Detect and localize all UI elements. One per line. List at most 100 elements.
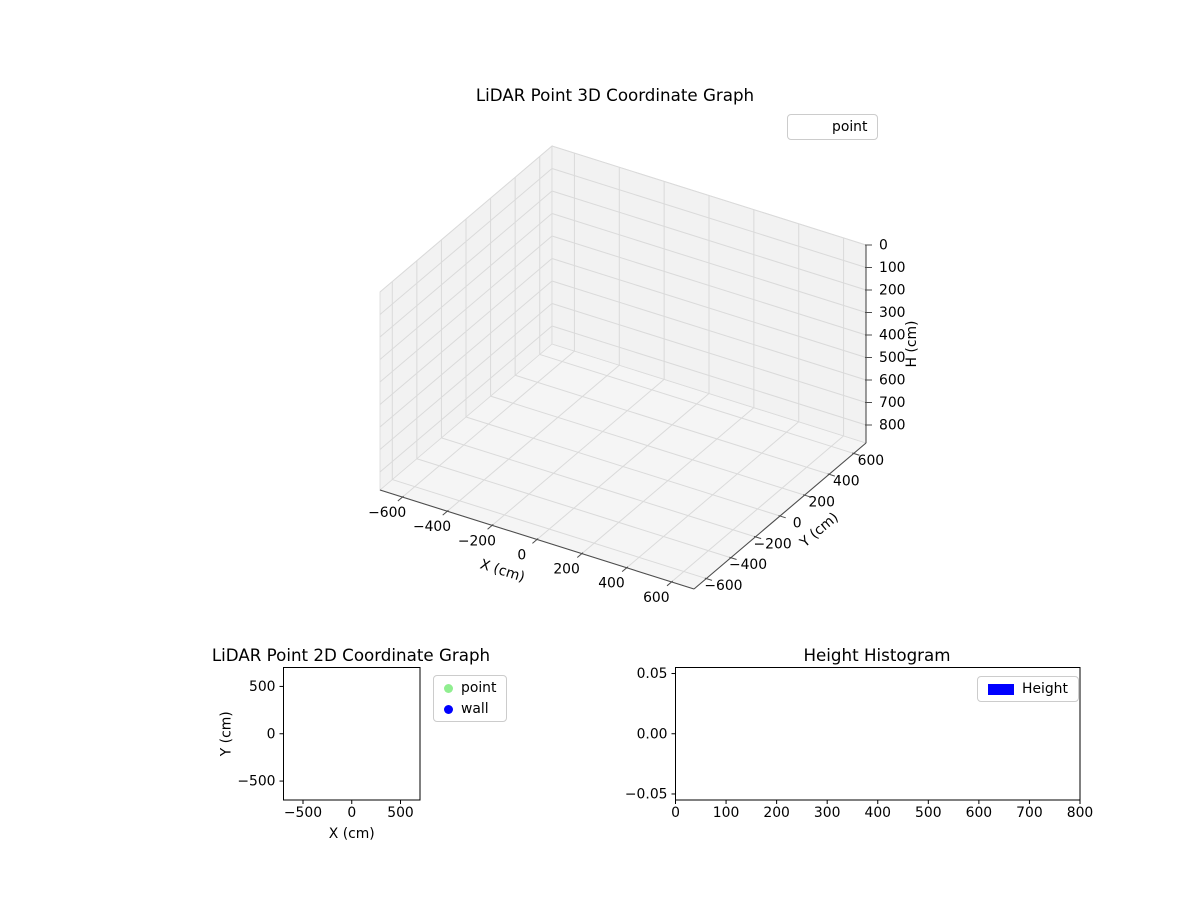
y-tick-label: 400 <box>833 474 860 490</box>
grid-line-z-left <box>379 213 553 360</box>
x-tick-label: −400 <box>413 519 451 535</box>
y-axis-label: Y (cm) <box>219 711 235 757</box>
x-tick-label: 300 <box>814 805 841 821</box>
plot2d-legend: point wall <box>433 675 508 722</box>
z-tick-label: 400 <box>879 328 906 344</box>
y-axis-label: Y (cm) <box>796 510 841 552</box>
y-tick <box>704 577 713 581</box>
grid-line-z-left <box>379 235 553 383</box>
x-tick-label: 400 <box>864 805 891 821</box>
grid-line-z-back <box>551 145 867 246</box>
grid-line-z-back <box>551 213 867 313</box>
z-axis-label: H (cm) <box>904 321 920 368</box>
y-tick-label: −400 <box>729 557 767 573</box>
grid-line-z-back <box>551 258 867 358</box>
y-tick <box>827 473 836 477</box>
x-tick-label: 200 <box>763 805 790 821</box>
x-tick <box>576 552 584 558</box>
y-tick <box>852 452 860 456</box>
x-tick-label: −500 <box>284 805 322 821</box>
grid-line-y-floor <box>539 353 854 454</box>
grid-line-y-floor <box>392 479 707 580</box>
z-tick-label: 700 <box>879 395 906 411</box>
grid-line-y-floor <box>514 374 830 475</box>
plot3d-title: LiDAR Point 3D Coordinate Graph <box>475 85 755 105</box>
wall-marker-icon <box>444 704 453 714</box>
grid-line-z-left <box>379 190 553 338</box>
x-tick-label: 800 <box>1067 805 1094 821</box>
x-axis-label: X (cm) <box>329 826 375 842</box>
y-tick <box>729 556 737 560</box>
plot2d-title: LiDAR Point 2D Coordinate Graph <box>211 645 491 665</box>
x-tick <box>666 580 674 587</box>
y-tick-label: −600 <box>704 578 742 594</box>
grid-line-z-back <box>551 190 867 291</box>
grid-line-z-back <box>551 168 867 268</box>
grid-line-y-floor <box>490 395 805 496</box>
y-tick-label: 0.00 <box>637 726 668 742</box>
legend-label: point <box>461 680 497 696</box>
legend-label: point <box>832 119 868 135</box>
legend-entry-height: Height <box>988 681 1068 697</box>
x-tick <box>621 566 629 573</box>
grid-line-z-left <box>379 168 553 315</box>
grid-line-z-back <box>551 280 867 381</box>
axes-2d-frame <box>283 667 421 801</box>
x-tick <box>397 495 404 502</box>
x-tick-label: 500 <box>387 805 414 821</box>
point-marker-icon <box>444 683 453 693</box>
x-tick <box>532 538 539 544</box>
x-tick <box>487 524 494 530</box>
x-tick-label: 0 <box>517 547 526 563</box>
y-tick-label: 0 <box>267 726 276 742</box>
grid-line-z-left <box>379 325 553 473</box>
legend-entry-point: point <box>444 680 496 696</box>
y-tick-label: 500 <box>249 679 276 695</box>
grid-line-y-floor <box>441 437 756 538</box>
z-tick-label: 500 <box>879 350 906 366</box>
z-tick-label: 800 <box>879 418 906 434</box>
height-patch-icon <box>988 683 1014 695</box>
grid-line-z-back <box>551 325 867 426</box>
legend-entry-point: point <box>798 119 867 135</box>
y-tick-label: 0.05 <box>637 666 668 682</box>
x-tick-label: 600 <box>643 590 670 606</box>
x-tick-label: 600 <box>966 805 993 821</box>
y-tick-label: 600 <box>858 453 885 469</box>
x-tick-label: 200 <box>553 562 580 578</box>
grid-line-y-floor <box>416 458 732 559</box>
legend-label: Height <box>1022 681 1068 697</box>
x-tick-label: 700 <box>1016 805 1043 821</box>
y-tick-label: 200 <box>808 495 835 511</box>
grid-line-z-left <box>379 303 553 450</box>
x-tick-label: −600 <box>368 505 406 521</box>
grid-line-z-back <box>551 235 867 336</box>
y-tick <box>802 494 811 498</box>
legend-label: wall <box>461 701 489 717</box>
x-tick-label: 0 <box>347 805 356 821</box>
y-tick-label: −200 <box>754 536 792 552</box>
x-tick-label: −200 <box>458 533 496 549</box>
grid-line-z-back <box>551 303 867 403</box>
grid-line-z-left <box>379 145 553 293</box>
z-tick-label: 600 <box>879 373 906 389</box>
x-tick <box>442 509 449 516</box>
x-tick-label: 0 <box>671 805 680 821</box>
y-tick-label: −500 <box>237 774 275 790</box>
plot3d-legend: point <box>787 114 879 140</box>
y-tick-label: 0 <box>793 515 802 531</box>
hist-legend: Height <box>977 676 1079 702</box>
z-tick-label: 100 <box>879 260 906 276</box>
z-tick-label: 0 <box>879 238 888 254</box>
hist-title: Height Histogram <box>803 645 951 665</box>
grid-line-y-floor <box>465 416 781 517</box>
grid-line-z-left <box>379 258 553 405</box>
x-tick-label: 400 <box>598 576 625 592</box>
y-tick <box>778 515 786 519</box>
y-tick <box>753 535 762 540</box>
x-tick-label: 100 <box>713 805 740 821</box>
y-tick-label: −0.05 <box>625 786 668 802</box>
x-tick-label: 500 <box>915 805 942 821</box>
